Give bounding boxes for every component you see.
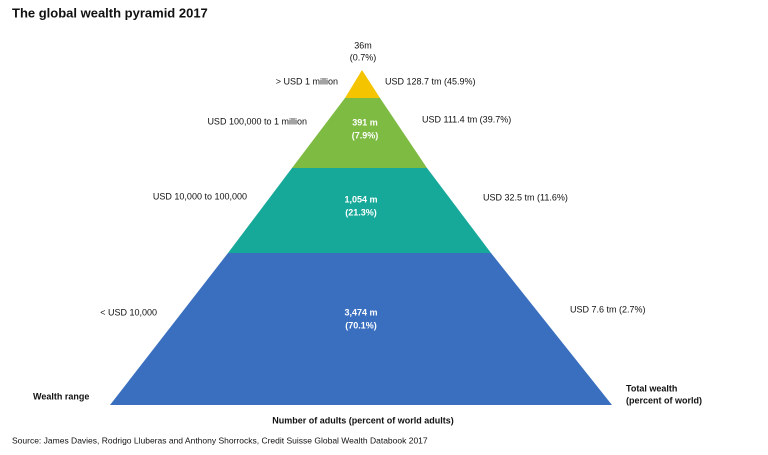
adults-label: 1,054 m xyxy=(344,194,377,204)
layer-second xyxy=(292,98,427,168)
adults-label: 391 m xyxy=(352,117,378,127)
adults-label: 36m xyxy=(354,40,372,50)
title: The global wealth pyramid 2017 xyxy=(12,5,208,20)
right-axis-label: Total wealth xyxy=(626,383,677,393)
range-label: USD 100,000 to 1 million xyxy=(207,116,307,126)
wealth-label: USD 32.5 tm (11.6%) xyxy=(483,192,568,202)
source: Source: James Davies, Rodrigo Lluberas a… xyxy=(12,435,428,445)
adults-share: (21.3%) xyxy=(345,207,377,217)
wealth-label: USD 128.7 tm (45.9%) xyxy=(385,76,476,86)
range-label: < USD 10,000 xyxy=(100,307,157,317)
right-axis-label: (percent of world) xyxy=(626,395,702,405)
range-label: USD 10,000 to 100,000 xyxy=(153,191,247,201)
left-axis-label: Wealth range xyxy=(33,391,89,401)
adults-share: (7.9%) xyxy=(352,130,379,140)
range-label: > USD 1 million xyxy=(276,76,338,86)
bottom-axis-label: Number of adults (percent of world adult… xyxy=(272,415,454,425)
layer-top xyxy=(345,70,380,98)
wealth-label: USD 111.4 tm (39.7%) xyxy=(422,114,511,124)
adults-share: (70.1%) xyxy=(345,320,377,330)
adults-label: 3,474 m xyxy=(344,307,377,317)
adults-share: (0.7%) xyxy=(350,52,377,62)
layer-base xyxy=(110,253,612,405)
layer-third xyxy=(228,168,491,253)
wealth-label: USD 7.6 tm (2.7%) xyxy=(570,304,646,314)
